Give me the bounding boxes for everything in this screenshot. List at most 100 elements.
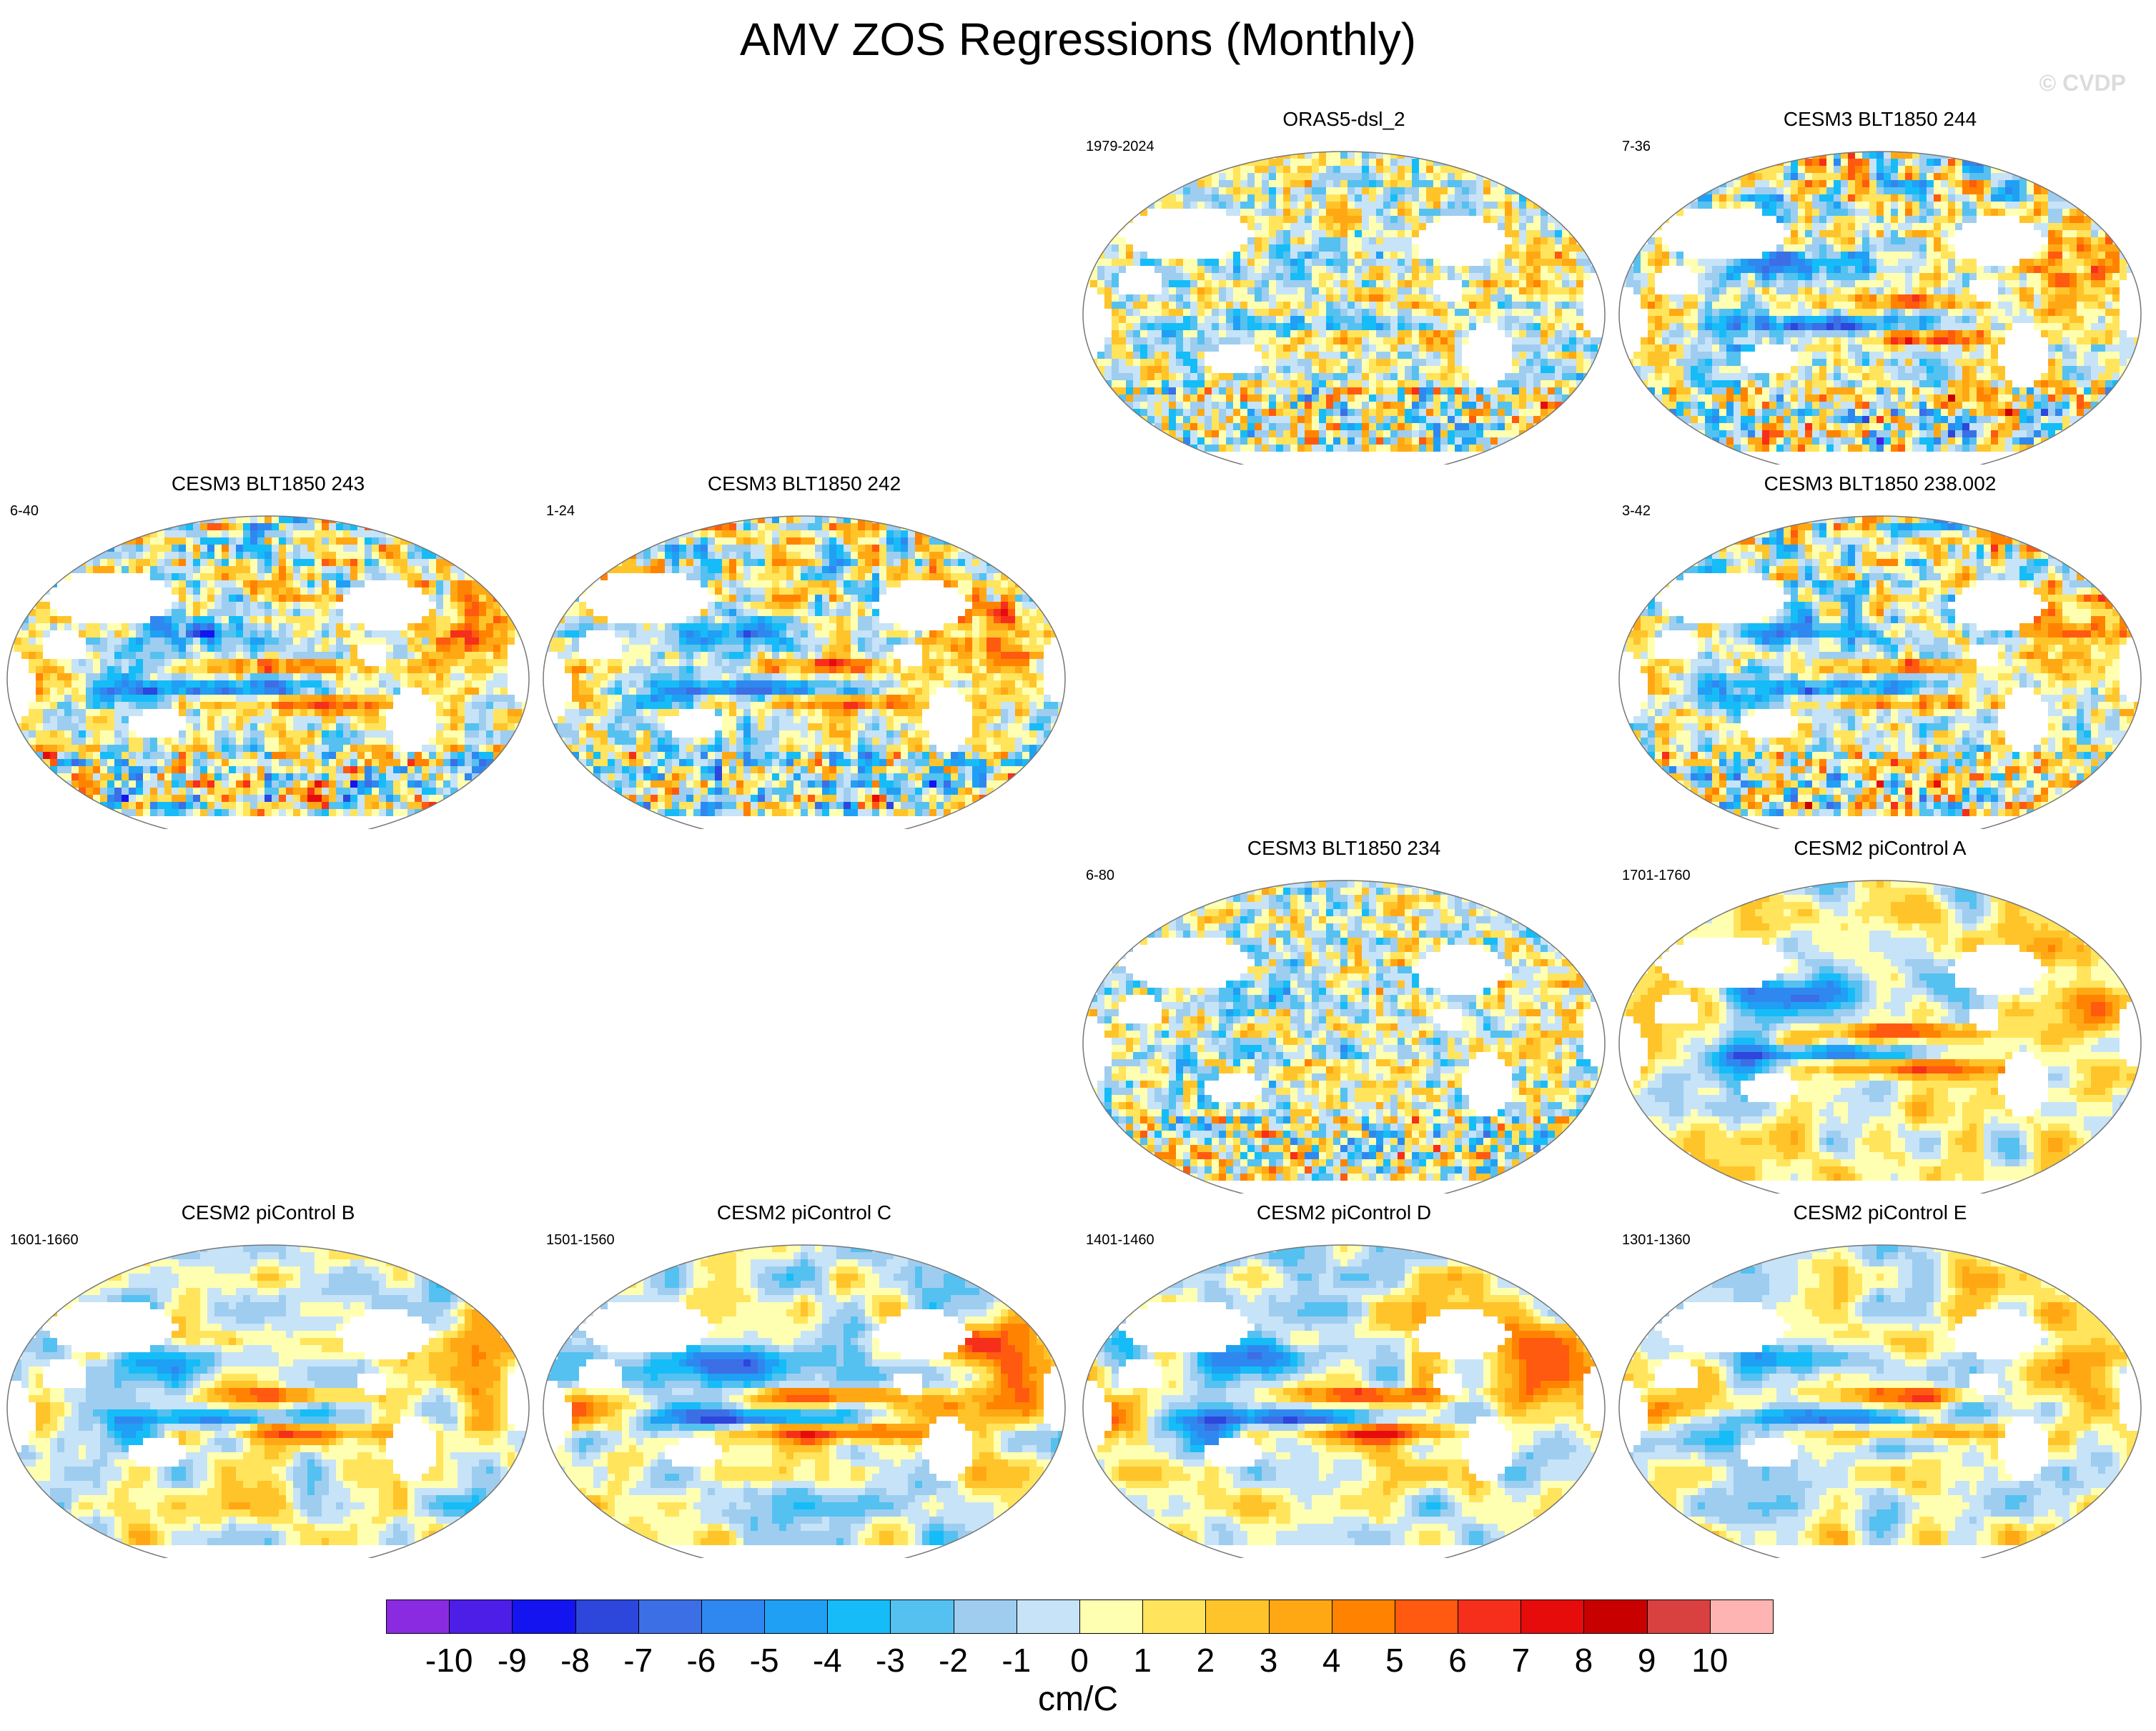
- panel-years: 3-42: [1622, 503, 1651, 520]
- map-panel: CESM3 BLT1850 242 1-24: [536, 472, 1072, 829]
- robinson-map: [543, 1244, 1066, 1558]
- panel-title: CESM2 piControl A: [1612, 836, 2148, 860]
- colorbar-swatch: [1646, 1599, 1711, 1634]
- panel-title: CESM2 piControl D: [1076, 1201, 1612, 1225]
- colorbar-tick-label: -4: [798, 1641, 856, 1680]
- colorbar-swatch: [449, 1599, 513, 1634]
- panel-years: 1979-2024: [1086, 139, 1154, 155]
- robinson-map: [1618, 1244, 2142, 1558]
- zos-field: [543, 1245, 1065, 1558]
- colorbar-tick-label: -7: [610, 1641, 667, 1680]
- panel-years: 1301-1360: [1622, 1232, 1691, 1249]
- zos-field: [1083, 881, 1605, 1194]
- colorbar-tick-label: -2: [925, 1641, 982, 1680]
- colorbar-tick-label: 9: [1618, 1641, 1676, 1680]
- colorbar-swatch: [1142, 1599, 1207, 1634]
- colorbar-swatch: [575, 1599, 639, 1634]
- robinson-map: [1082, 1244, 1606, 1558]
- map-outline: [1618, 1244, 2142, 1558]
- colorbar-swatch: [386, 1599, 450, 1634]
- panel-title: CESM3 BLT1850 243: [0, 472, 536, 496]
- colorbar-tick-label: 5: [1366, 1641, 1423, 1680]
- colorbar-swatch: [1583, 1599, 1648, 1634]
- panel-title: CESM2 piControl E: [1612, 1201, 2148, 1225]
- robinson-map: [1082, 880, 1606, 1194]
- panel-title: CESM2 piControl C: [536, 1201, 1072, 1225]
- colorbar-swatch: [1709, 1599, 1774, 1634]
- map-panel: CESM2 piControl C 1501-1560: [536, 1201, 1072, 1558]
- robinson-map: [1082, 151, 1606, 465]
- colorbar-tick-label: 7: [1492, 1641, 1549, 1680]
- colorbar-swatch: [1458, 1599, 1522, 1634]
- map-panel: CESM3 BLT1850 238.002 3-42: [1612, 472, 2148, 829]
- panel-years: 1601-1660: [10, 1232, 79, 1249]
- colorbar-tick-label: 0: [1051, 1641, 1108, 1680]
- colorbar-swatch: [890, 1599, 954, 1634]
- colorbar-swatch: [953, 1599, 1017, 1634]
- map-outline: [1618, 880, 2142, 1194]
- map-outline: [543, 515, 1066, 829]
- map-panel: CESM2 piControl A 1701-1760: [1612, 836, 2148, 1194]
- map-outline: [1082, 151, 1606, 465]
- colorbar-tick-label: -5: [736, 1641, 793, 1680]
- map-outline: [543, 1244, 1066, 1558]
- robinson-map: [1618, 880, 2142, 1194]
- map-panel: CESM2 piControl B 1601-1660: [0, 1201, 536, 1558]
- colorbar-swatch: [1331, 1599, 1395, 1634]
- robinson-map: [1618, 151, 2142, 465]
- zos-field: [543, 516, 1065, 829]
- colorbar-tick-label: 3: [1240, 1641, 1297, 1680]
- colorbar-swatch: [1520, 1599, 1585, 1634]
- zos-field: [1619, 152, 2141, 465]
- panel-years: 7-36: [1622, 139, 1651, 155]
- colorbar-swatch: [1016, 1599, 1080, 1634]
- colorbar-swatch: [764, 1599, 829, 1634]
- map-outline: [1618, 515, 2142, 829]
- colorbar-tick-label: 1: [1114, 1641, 1171, 1680]
- colorbar-tick-label: 2: [1177, 1641, 1234, 1680]
- colorbar-swatch: [1205, 1599, 1270, 1634]
- panel-years: 6-80: [1086, 868, 1114, 884]
- colorbar: [386, 1599, 1774, 1634]
- panel-years: 6-40: [10, 503, 39, 520]
- panel-years: 1401-1460: [1086, 1232, 1154, 1249]
- cvdp-watermark: © CVDP: [2039, 70, 2126, 96]
- panel-title: CESM2 piControl B: [0, 1201, 536, 1225]
- colorbar-tick-label: -6: [673, 1641, 730, 1680]
- colorbar-swatch: [1079, 1599, 1144, 1634]
- colorbar-tick-label: 6: [1429, 1641, 1486, 1680]
- colorbar-swatch: [1268, 1599, 1332, 1634]
- colorbar-tick-label: -1: [988, 1641, 1045, 1680]
- robinson-map: [6, 515, 530, 829]
- zos-field: [1083, 152, 1605, 465]
- panel-years: 1501-1560: [546, 1232, 615, 1249]
- map-panel: CESM2 piControl D 1401-1460: [1076, 1201, 1612, 1558]
- colorbar-unit: cm/C: [0, 1680, 2156, 1719]
- panel-years: 1701-1760: [1622, 868, 1691, 884]
- map-outline: [6, 515, 530, 829]
- robinson-map: [543, 515, 1066, 829]
- map-panel: ORAS5-dsl_2 1979-2024: [1076, 107, 1612, 465]
- colorbar-tick-label: -3: [861, 1641, 919, 1680]
- map-outline: [1082, 880, 1606, 1194]
- colorbar-tick-label: 4: [1303, 1641, 1360, 1680]
- map-panel: CESM3 BLT1850 234 6-80: [1076, 836, 1612, 1194]
- panel-title: CESM3 BLT1850 234: [1076, 836, 1612, 860]
- zos-field: [7, 1245, 529, 1558]
- map-outline: [1618, 151, 2142, 465]
- panel-title: ORAS5-dsl_2: [1076, 107, 1612, 132]
- panel-years: 1-24: [546, 503, 575, 520]
- panel-title: CESM3 BLT1850 244: [1612, 107, 2148, 132]
- map-outline: [1082, 1244, 1606, 1558]
- robinson-map: [6, 1244, 530, 1558]
- map-panel: CESM3 BLT1850 243 6-40: [0, 472, 536, 829]
- colorbar-swatch: [638, 1599, 702, 1634]
- colorbar-tick-label: 8: [1555, 1641, 1612, 1680]
- panel-title: CESM3 BLT1850 242: [536, 472, 1072, 496]
- zos-field: [1619, 516, 2141, 829]
- colorbar-swatch: [701, 1599, 766, 1634]
- colorbar-tick-label: 10: [1681, 1641, 1739, 1680]
- panel-title: CESM3 BLT1850 238.002: [1612, 472, 2148, 496]
- robinson-map: [1618, 515, 2142, 829]
- colorbar-tick-label: -8: [547, 1641, 604, 1680]
